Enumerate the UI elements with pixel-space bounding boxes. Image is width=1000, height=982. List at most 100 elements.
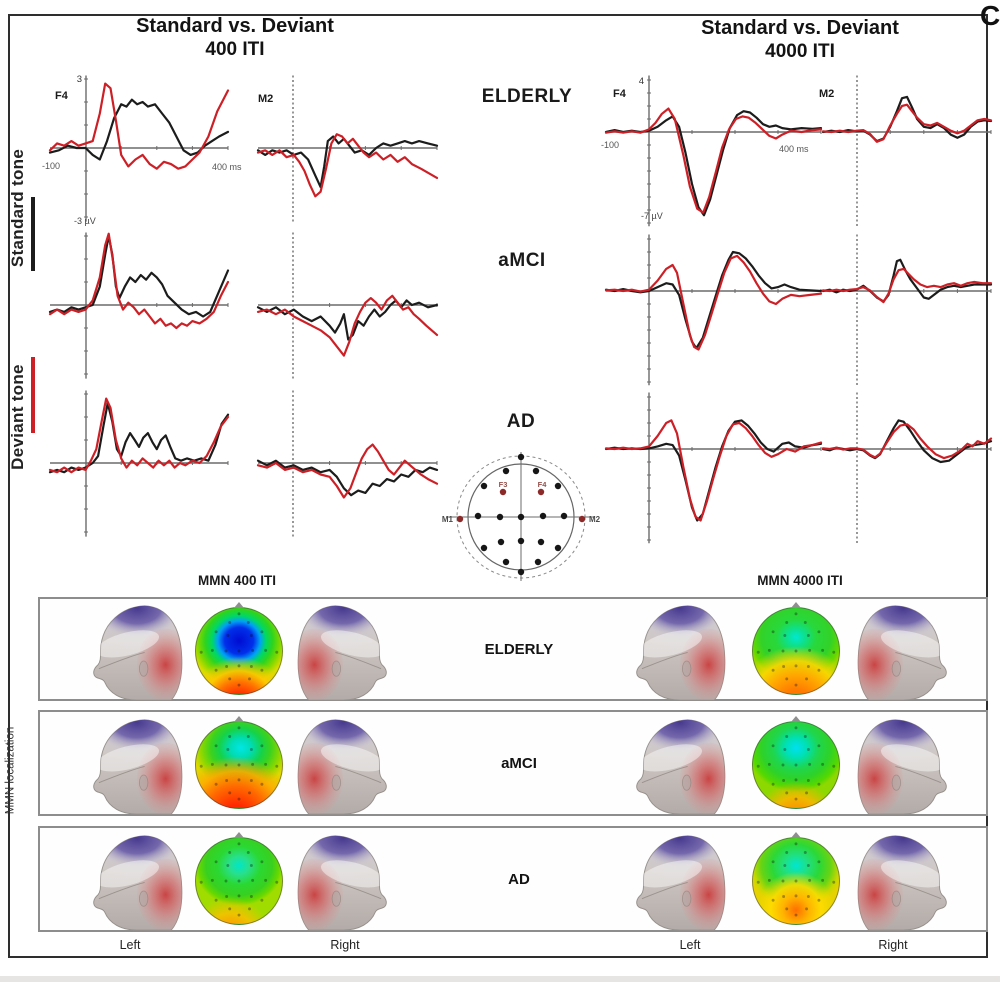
erp-panel-4000-aMCI-M2 (821, 234, 993, 386)
erp-curve-deviant (48, 82, 230, 170)
column-title-400-line2: 400 ITI (205, 39, 265, 60)
electrode-dot (554, 482, 562, 490)
erp-curve-deviant (821, 267, 993, 304)
hemisphere-label-left-400: Left (119, 938, 141, 952)
electrode-dot (517, 513, 525, 521)
topo-map-4000-ad (752, 832, 840, 925)
erp-curve-standard (604, 110, 823, 217)
erp-curve-deviant (256, 443, 439, 499)
mmn-row-label: aMCI (501, 755, 537, 772)
topo-map-400-elderly (195, 602, 283, 695)
topo-electrode-dots (199, 612, 279, 687)
head-3d-render (857, 834, 947, 931)
electrode-dot (578, 515, 586, 523)
topo-electrode-dots (756, 842, 836, 917)
head-3d-render (636, 604, 726, 701)
erp-curve-deviant (604, 254, 823, 351)
mmn-row-label: ELDERLY (484, 641, 554, 658)
figure-text: -100 (42, 161, 60, 171)
figure-text: F4 (55, 90, 69, 102)
erp-curve-standard (48, 98, 230, 161)
electrode-dot (497, 538, 505, 546)
erp-curve-standard (821, 95, 993, 143)
legend-deviant-line-swatch (31, 357, 35, 433)
electrode-dot (480, 544, 488, 552)
erp-curve-deviant (821, 423, 993, 460)
figure-text: 400 ms (212, 162, 242, 172)
head-3d-render (93, 604, 183, 701)
mmn-400-title: MMN 400 ITI (197, 573, 276, 588)
electrode-dot (517, 568, 525, 576)
topo-electrode-dots (756, 726, 836, 801)
electrode-dot (499, 488, 507, 496)
erp-curve-standard (256, 299, 439, 341)
electrode-dot (517, 537, 525, 545)
figure-text: -3 µV (74, 216, 96, 226)
head-right-view-4000 (855, 716, 951, 815)
electrode-dot (496, 513, 504, 521)
erp-curve-deviant (48, 397, 230, 474)
mmn-row-label: AD (508, 871, 530, 888)
electrode-dot (534, 558, 542, 566)
erp-curve-standard (821, 258, 993, 303)
head-right-view-400 (295, 716, 391, 815)
erp-panel-400-aMCI-F4 (48, 232, 230, 379)
column-title-400-line1: Standard vs. Deviant (136, 15, 334, 37)
head-right-view-400 (295, 602, 391, 701)
figure-text: F4 (538, 480, 548, 489)
electrode-dot (502, 558, 510, 566)
topo-electrode-dots (756, 612, 836, 687)
head-left-view-4000 (632, 716, 728, 815)
erp-panel-400-ELDERLY-F4: F4 3 -3 µV -100 400 ms (42, 74, 242, 226)
erp-panel-4000-AD-M2 (821, 392, 993, 544)
mmn-row-elderly: ELDERLY (38, 597, 988, 701)
electrode-dot (456, 515, 464, 523)
erp-curve-deviant (604, 107, 823, 214)
figure-text: -7 µV (641, 211, 663, 221)
head-3d-render (297, 604, 387, 701)
electrode-dot (480, 482, 488, 490)
head-left-view-4000 (632, 832, 728, 931)
head-3d-render (857, 718, 947, 815)
head-3d-render (297, 718, 387, 815)
column-title-4000-line2: 4000 ITI (765, 41, 835, 62)
group-label-elderly: ELDERLY (481, 86, 573, 107)
caption-divider (0, 976, 1000, 982)
head-3d-render (93, 718, 183, 815)
head-3d-render (636, 834, 726, 931)
erp-curve-standard (604, 250, 823, 350)
erp-panel-4000-AD-F4 (604, 392, 823, 544)
column-title-400: Standard vs. Deviant 400 ITI (90, 15, 380, 61)
topo-map-4000-elderly (752, 602, 840, 695)
electrode-dot (532, 467, 540, 475)
erp-panel-400-ELDERLY-M2: M2 (256, 75, 439, 222)
group-label-amci: aMCI (498, 250, 546, 271)
hemisphere-label-left-4000: Left (679, 938, 701, 952)
hemisphere-label-right-4000: Right (878, 938, 908, 952)
topo-map-4000-amci (752, 716, 840, 809)
mmn-4000-title: MMN 4000 ITI (757, 573, 843, 588)
erp-curve-deviant (48, 232, 230, 330)
erp-curve-deviant (256, 133, 439, 198)
mmn-row-amci: aMCI (38, 710, 988, 816)
erp-panel-400-AD-F4 (48, 390, 230, 537)
electrode-dot (537, 538, 545, 546)
erp-panel-4000-aMCI-F4 (604, 234, 823, 386)
topo-electrode-dots (199, 726, 279, 801)
figure-panel-letter: C (980, 0, 1000, 31)
group-label-ad: AD (506, 411, 536, 432)
figure-text: -100 (601, 140, 619, 150)
erp-curve-standard (256, 459, 439, 497)
topo-electrode-dots (199, 842, 279, 917)
erp-curve-deviant (604, 419, 823, 522)
head-left-view-400 (89, 832, 185, 931)
electrode-dot (502, 467, 510, 475)
erp-panel-400-aMCI-M2 (256, 232, 439, 379)
figure-text: M2 (589, 515, 601, 524)
topo-map-400-ad (195, 832, 283, 925)
legend-deviant-tone-label: Deviant tone (8, 364, 27, 470)
figure-text: 4 (639, 76, 644, 87)
topo-map-400-amci (195, 716, 283, 809)
electrode-dot (517, 453, 525, 461)
